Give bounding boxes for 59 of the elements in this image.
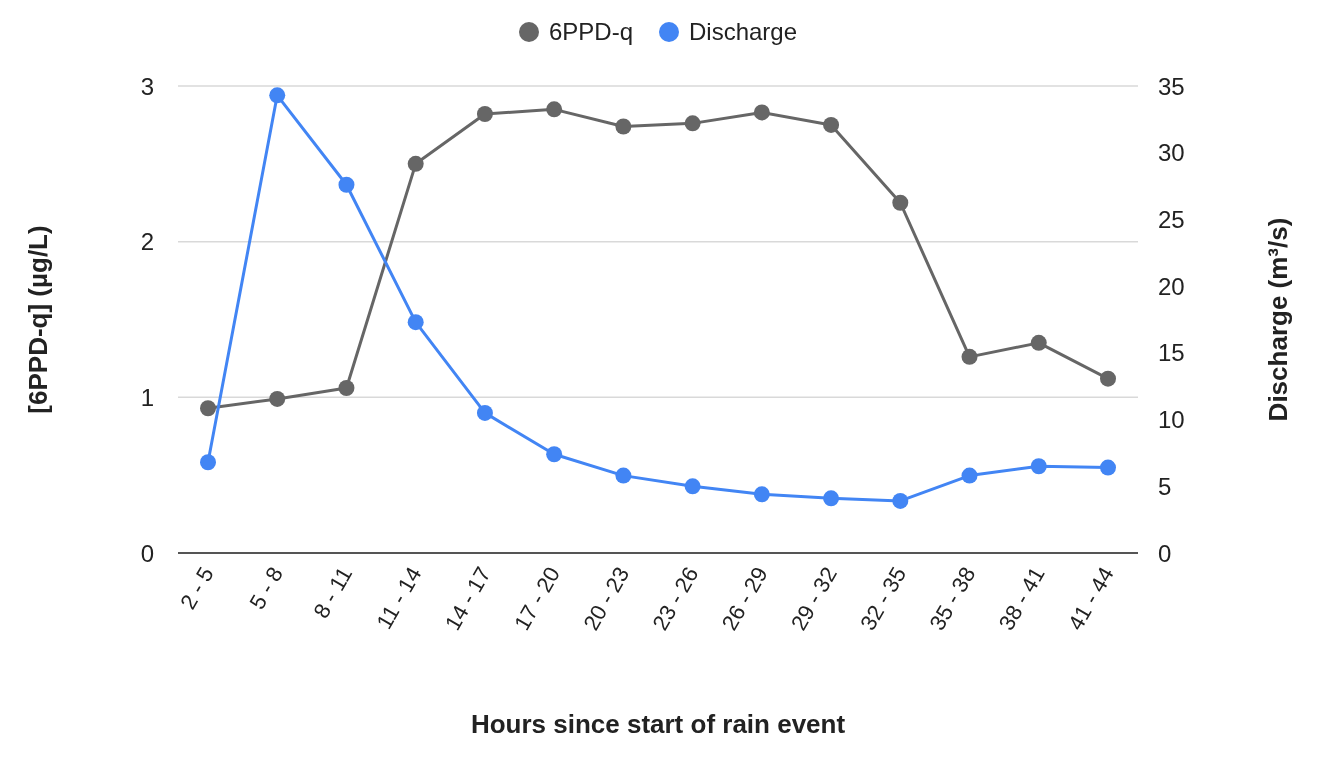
x-tick-label: 23 - 26: [647, 562, 704, 635]
x-tick-label: 2 - 5: [175, 562, 219, 614]
y2-tick-label: 10: [1158, 406, 1185, 434]
point: [338, 379, 355, 396]
point: [407, 314, 424, 331]
point: [269, 390, 286, 407]
x-axis-title: Hours since start of rain event: [470, 709, 846, 739]
x-tick-label: 29 - 32: [786, 562, 842, 635]
point: [546, 101, 563, 118]
y2-tick-label: 0: [1158, 539, 1172, 567]
y-tick-label: 0: [140, 539, 154, 567]
point: [753, 104, 770, 121]
y-axis-title: [6PPD-q] (µg/L): [23, 225, 54, 414]
y2-tick-label: 20: [1158, 272, 1185, 300]
point: [1030, 334, 1047, 351]
y2-tick-label: 25: [1158, 205, 1185, 233]
y-tick-label: 2: [140, 228, 154, 256]
x-tick-label: 38 - 41: [993, 562, 1050, 635]
x-tick-label: 14 - 17: [439, 562, 496, 635]
point: [1100, 459, 1116, 476]
x-tick-label: 8 - 11: [308, 562, 358, 623]
y2-tick-label: 5: [1158, 472, 1172, 500]
point: [200, 400, 216, 417]
legend-label: Discharge: [688, 18, 798, 46]
y2-tick-label: 35: [1158, 72, 1185, 100]
x-tick-label: 32 - 35: [855, 562, 912, 635]
point: [684, 115, 701, 132]
point: [476, 106, 493, 123]
point: [961, 467, 978, 484]
y2-tick-label: 15: [1158, 339, 1185, 367]
y-tick-label: 3: [140, 72, 154, 100]
point: [476, 404, 493, 421]
point: [615, 467, 632, 484]
x-tick-label: 11 - 14: [371, 562, 427, 634]
y2-axis-title: Discharge (m³/s): [1263, 217, 1294, 422]
x-tick-label: 20 - 23: [578, 562, 635, 635]
point: [1030, 458, 1047, 475]
point: [753, 486, 770, 503]
x-tick-label: 17 - 20: [509, 562, 565, 635]
y-tick-label: 1: [140, 383, 154, 411]
point: [892, 492, 909, 509]
point: [684, 478, 701, 495]
point: [615, 118, 632, 135]
point: [823, 116, 840, 133]
x-tick-label: 35 - 38: [924, 562, 981, 635]
point: [407, 155, 424, 172]
point: [961, 348, 978, 365]
point: [269, 87, 286, 104]
x-tick-label: 5 - 8: [244, 562, 289, 614]
point: [1100, 370, 1116, 387]
legend-label: 6PPD-q: [547, 18, 633, 46]
point: [338, 176, 355, 193]
point: [892, 194, 909, 211]
y2-tick-label: 30: [1158, 139, 1185, 167]
point: [200, 454, 216, 471]
point: [823, 490, 840, 507]
x-tick-label: 41 - 44: [1062, 562, 1119, 635]
point: [546, 446, 563, 463]
x-tick-label: 26 - 29: [716, 562, 773, 635]
